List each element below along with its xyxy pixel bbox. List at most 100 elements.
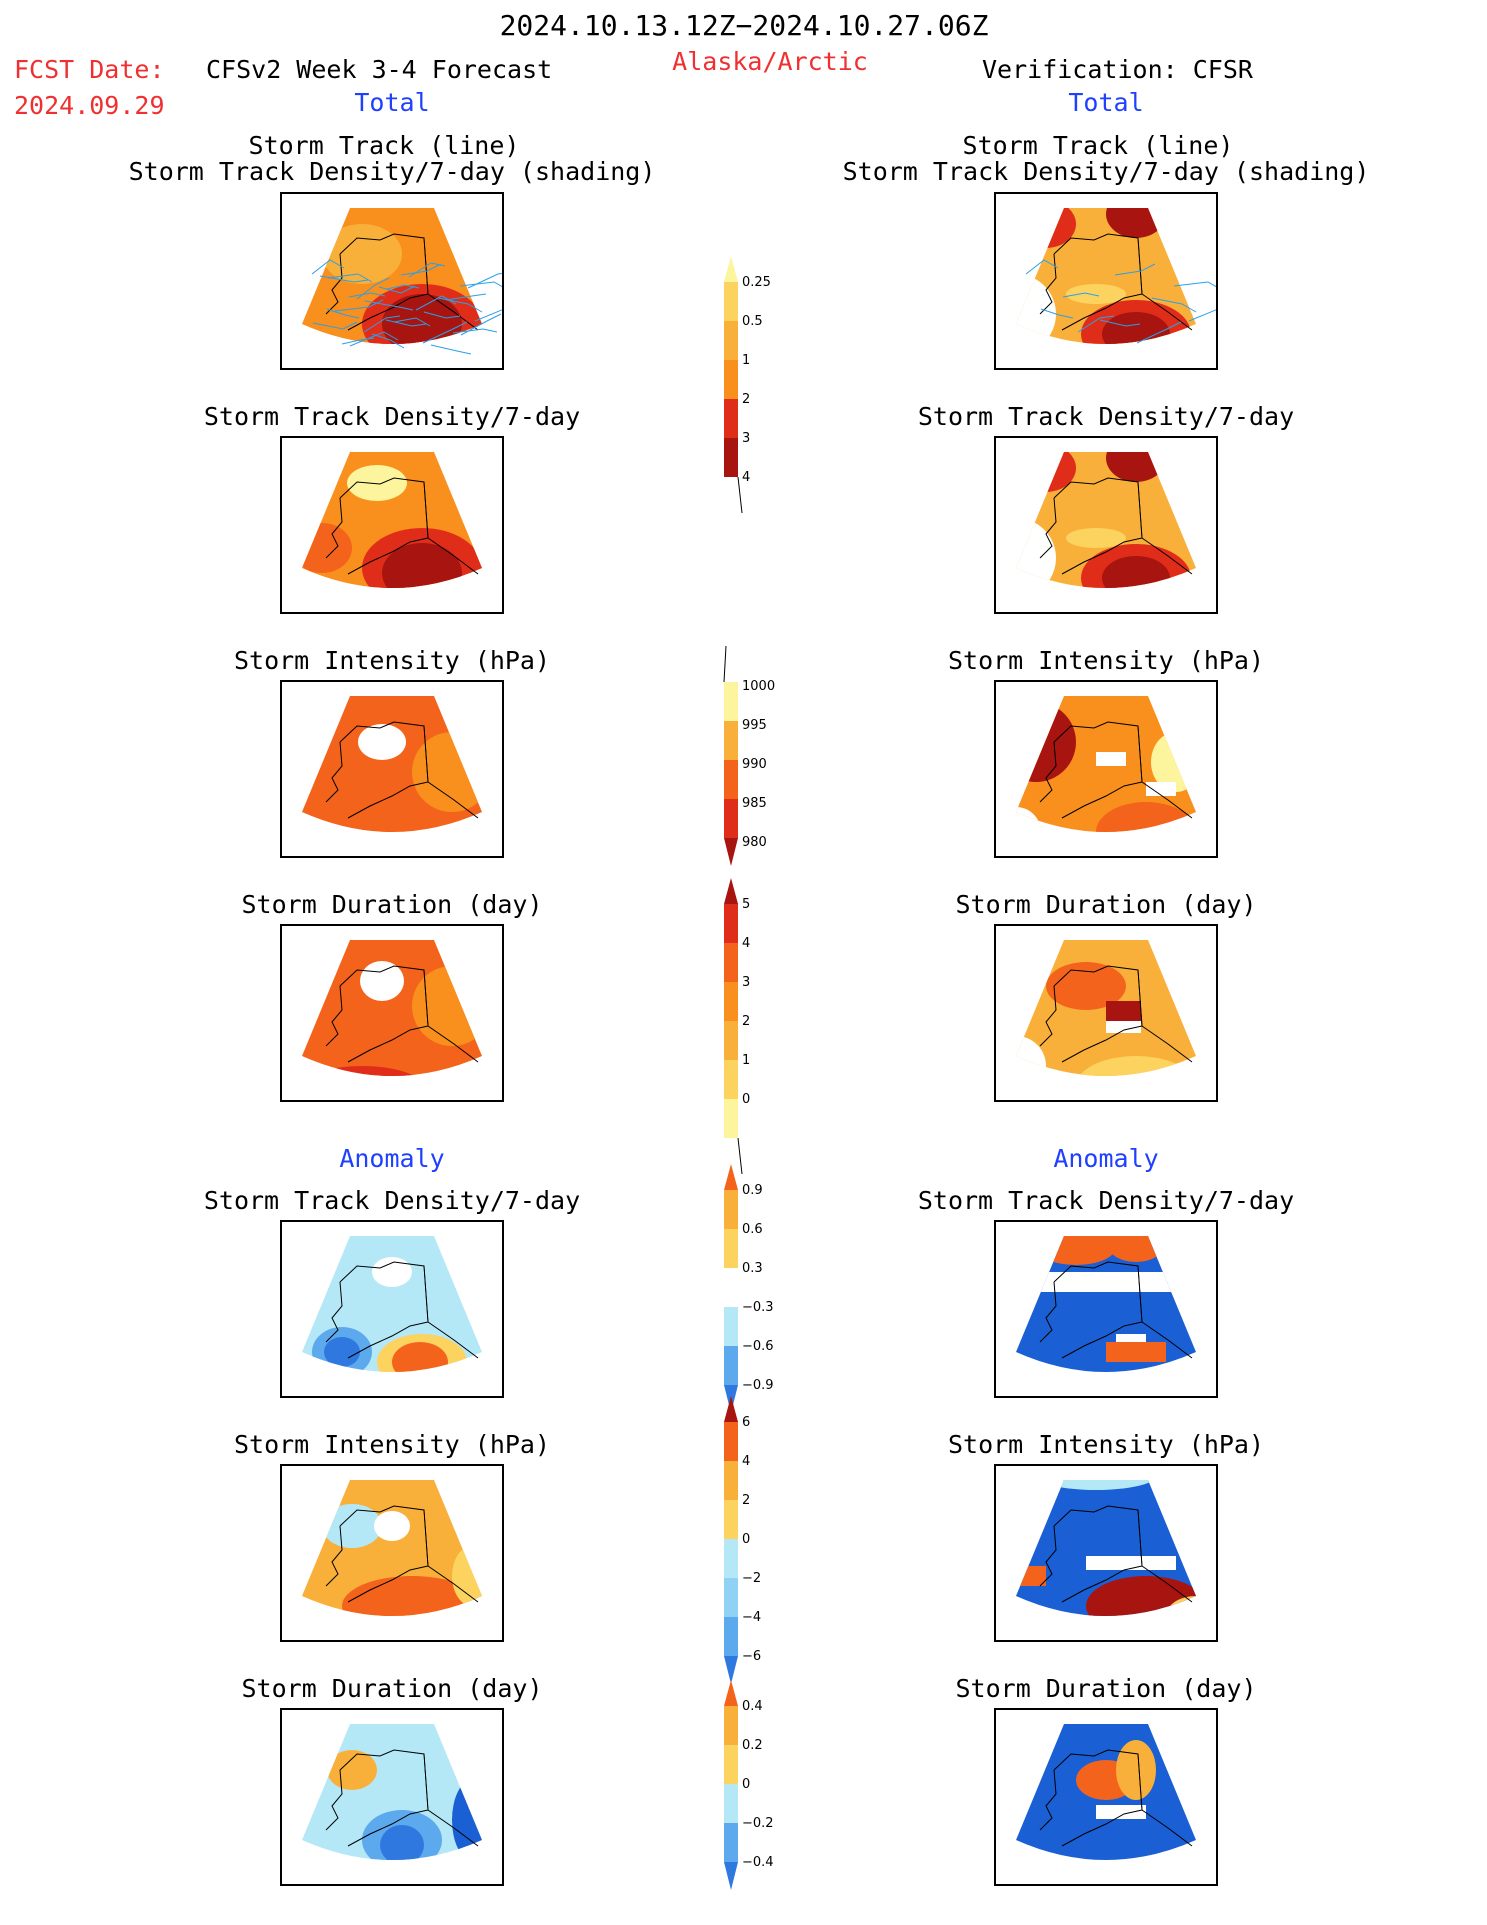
map-fill xyxy=(302,696,482,832)
map-panel-track-left xyxy=(280,192,504,370)
colorbar-tick-label: 0.2 xyxy=(742,1738,763,1753)
map-contour-region xyxy=(380,1825,424,1860)
colorbar-swatch xyxy=(724,438,738,477)
map-contour-region xyxy=(1106,208,1166,238)
colorbar-tick-label: 1000 xyxy=(742,679,775,694)
coastline xyxy=(1039,1505,1193,1603)
map-background xyxy=(302,696,482,832)
colorbar-track-density: 0.25 0.5 1 2 3 4 xyxy=(718,256,798,544)
colorbar-tick-label: 995 xyxy=(742,718,767,733)
anomaly-label-left: Anomaly xyxy=(339,1144,445,1173)
colorbar-swatch xyxy=(724,1422,738,1461)
storm-track-line xyxy=(378,285,416,294)
map-contour-region xyxy=(327,1750,377,1790)
border-line xyxy=(1137,1265,1143,1323)
border-line xyxy=(1137,969,1143,1027)
region-label: Alaska/Arctic xyxy=(672,47,868,76)
storm-track-line xyxy=(1136,321,1182,344)
map-grid-cell xyxy=(1106,1021,1141,1033)
colorbar-arrow-bottom xyxy=(724,1862,738,1890)
colorbar-swatch xyxy=(724,943,738,982)
storm-track-line xyxy=(363,315,401,333)
map-contour-region xyxy=(342,1576,482,1616)
map-fill xyxy=(302,452,482,588)
storm-track-line xyxy=(1025,259,1059,275)
colorbar-tick-label: 2 xyxy=(742,1014,750,1029)
colorbar-tick-label: 0.4 xyxy=(742,1699,763,1714)
title-anom-density-left: Storm Track Density/7-day xyxy=(203,1186,581,1215)
map-panel-anom-duration-left xyxy=(280,1708,504,1886)
border-line xyxy=(1137,1509,1143,1567)
map-contour-region xyxy=(1016,452,1076,492)
storm-track-line xyxy=(415,295,457,311)
storm-track-line xyxy=(371,333,405,349)
coastline xyxy=(325,1505,479,1603)
anomaly-label-right: Anomaly xyxy=(1053,1144,1159,1173)
forecast-period: 2024.10.13.12Z−2024.10.27.06Z xyxy=(499,9,989,42)
map-contour-region xyxy=(372,1257,412,1287)
colorbar-swatch xyxy=(724,321,738,360)
colorbar-anom-intensity: 6 4 2 0 −2 −4 −6 xyxy=(718,1396,798,1712)
colorbar-tick-label: 0.25 xyxy=(742,275,771,290)
colorbar-swatch xyxy=(724,1500,738,1539)
storm-tracks xyxy=(1025,259,1216,344)
map-contour-region xyxy=(1066,528,1126,548)
map-fill xyxy=(1016,1724,1196,1860)
map-contour-region xyxy=(1046,962,1126,1010)
map-panel-anom-intensity-left xyxy=(280,1464,504,1642)
title-anom-intensity-left: Storm Intensity (hPa) xyxy=(233,1430,551,1459)
colorbar-swatch xyxy=(724,1578,738,1617)
title-anom-duration-left: Storm Duration (day) xyxy=(241,1674,543,1703)
colorbar-tick-label: 980 xyxy=(742,835,767,850)
colorbar-swatch xyxy=(724,399,738,438)
map-fill xyxy=(302,1236,482,1372)
map-fill xyxy=(1016,940,1196,1076)
colorbar-arrow-top xyxy=(724,1680,738,1706)
coastline xyxy=(325,965,479,1063)
title-duration-left: Storm Duration (day) xyxy=(241,890,543,919)
colorbar-swatch xyxy=(724,1617,738,1656)
storm-track-line xyxy=(430,344,472,355)
map-panel-intensity-left xyxy=(280,680,504,858)
map-contour-region xyxy=(382,294,462,344)
verification-label: Verification: CFSR xyxy=(982,55,1253,84)
storm-track-line xyxy=(356,277,390,300)
map-contour-region xyxy=(322,1504,382,1548)
colorbar-swatch xyxy=(724,1539,738,1578)
colorbar-tick-label: 4 xyxy=(742,470,750,485)
title-duration-right: Storm Duration (day) xyxy=(955,890,1257,919)
storm-track-line xyxy=(1062,292,1100,298)
map-contour-region xyxy=(1016,702,1076,782)
colorbar-swatch xyxy=(724,1268,738,1307)
colorbar-swatch xyxy=(724,760,738,799)
coastline xyxy=(325,1261,479,1359)
colorbar-tick-label: 3 xyxy=(742,431,750,446)
colorbar-arrow-top xyxy=(724,256,738,282)
coastline xyxy=(1039,477,1193,575)
colorbar-swatch xyxy=(724,904,738,943)
colorbar-swatch xyxy=(724,1060,738,1099)
storm-track-line xyxy=(311,259,345,275)
fcst-date-label: FCST Date: xyxy=(14,55,165,84)
storm-track-line xyxy=(408,262,446,278)
border-line xyxy=(1137,481,1143,539)
colorbar-hook xyxy=(723,645,727,683)
colorbar-tick-label: −0.4 xyxy=(742,1855,774,1870)
map-panel-anom-intensity-right xyxy=(994,1464,1218,1642)
colorbar-swatch xyxy=(724,282,738,321)
colorbar-tick-label: −0.9 xyxy=(742,1378,774,1393)
colorbar-swatch xyxy=(724,1784,738,1823)
colorbar-anom-duration: 0.4 0.2 0 −0.2 −0.4 xyxy=(718,1680,798,1922)
colorbar-arrow-top xyxy=(724,878,738,904)
coastline xyxy=(1039,233,1193,331)
colorbar-swatch xyxy=(724,1706,738,1745)
map-contour-region xyxy=(392,1342,448,1372)
storm-track-line xyxy=(327,273,373,283)
border-line xyxy=(423,725,429,783)
map-contour-region xyxy=(412,966,482,1046)
model-name: CFSv2 Week 3-4 Forecast xyxy=(206,55,553,84)
map-fill xyxy=(1016,696,1196,832)
colorbar-tick-label: 990 xyxy=(742,757,767,772)
fcst-date: 2024.09.29 xyxy=(14,91,165,120)
colorbar-arrow-bottom xyxy=(724,838,738,866)
